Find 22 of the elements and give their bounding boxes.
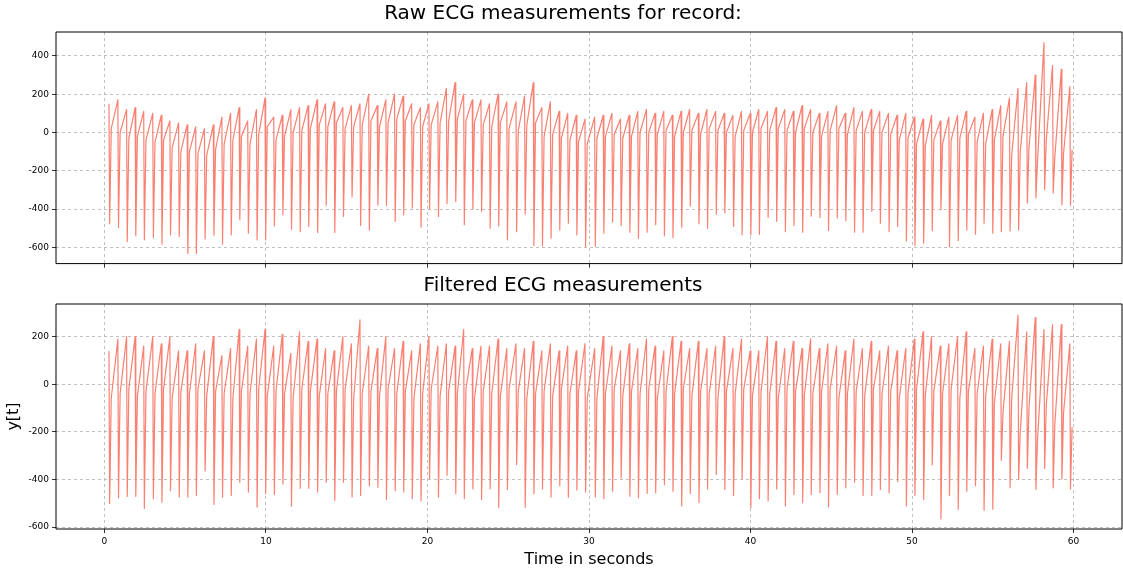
- y-tick-label: -600: [28, 521, 50, 532]
- y-tick-label: 400: [31, 50, 50, 61]
- y-tick-label: -200: [28, 426, 50, 437]
- chart-title: Raw ECG measurements for record:: [384, 0, 742, 25]
- x-tick-label: 0: [101, 535, 108, 546]
- x-tick-label: 60: [1067, 535, 1080, 546]
- y-tick-label: -400: [28, 473, 50, 484]
- y-tick-label: 200: [31, 88, 50, 99]
- y-tick-label: 0: [43, 126, 50, 137]
- x-tick-label: 40: [744, 535, 757, 546]
- y-axis-title: y[t]: [2, 402, 22, 431]
- x-tick-label: 50: [906, 535, 919, 546]
- y-tick-label: 0: [43, 378, 50, 389]
- x-tick-label: 20: [421, 535, 434, 546]
- x-tick-label: 10: [260, 535, 272, 546]
- x-tick-label: 30: [583, 535, 595, 546]
- y-tick-label: -200: [28, 165, 50, 176]
- y-tick-label: -400: [28, 203, 50, 214]
- y-tick-label: 200: [31, 330, 50, 341]
- chart-title: Filtered ECG measurements: [423, 272, 703, 297]
- y-tick-label: -600: [28, 241, 50, 252]
- x-axis-title: Time in seconds: [523, 548, 654, 568]
